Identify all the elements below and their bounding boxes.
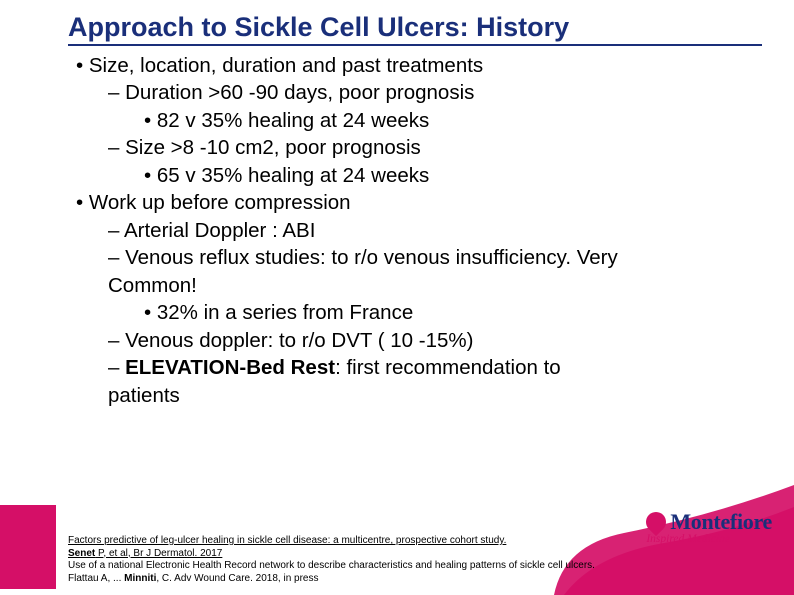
bullet-line: ELEVATION-Bed Rest: first recommendation… bbox=[68, 354, 762, 381]
slide-body: Size, location, duration and past treatm… bbox=[68, 52, 762, 409]
bullet-line: 82 v 35% healing at 24 weeks bbox=[68, 107, 762, 134]
bullet-line: Size >8 -10 cm2, poor prognosis bbox=[68, 134, 762, 161]
bullet-line: Common! bbox=[68, 272, 762, 299]
bullet-line: Duration >60 -90 days, poor prognosis bbox=[68, 79, 762, 106]
bullet-line: 65 v 35% healing at 24 weeks bbox=[68, 162, 762, 189]
logo-wordmark: Montefiore bbox=[646, 509, 772, 535]
flame-icon bbox=[642, 508, 670, 536]
accent-box-left bbox=[0, 505, 56, 589]
bullet-line: Venous reflux studies: to r/o venous ins… bbox=[68, 244, 762, 271]
bullet-line: Venous doppler: to r/o DVT ( 10 -15%) bbox=[68, 327, 762, 354]
slide-title: Approach to Sickle Cell Ulcers: History bbox=[68, 12, 762, 46]
references: Factors predictive of leg-ulcer healing … bbox=[68, 535, 728, 585]
bullet-line: patients bbox=[68, 382, 762, 409]
bullet-line: 32% in a series from France bbox=[68, 299, 762, 326]
bullet-line: Arterial Doppler : ABI bbox=[68, 217, 762, 244]
bullet-line: Work up before compression bbox=[68, 189, 762, 216]
bullet-line: Size, location, duration and past treatm… bbox=[68, 52, 762, 79]
